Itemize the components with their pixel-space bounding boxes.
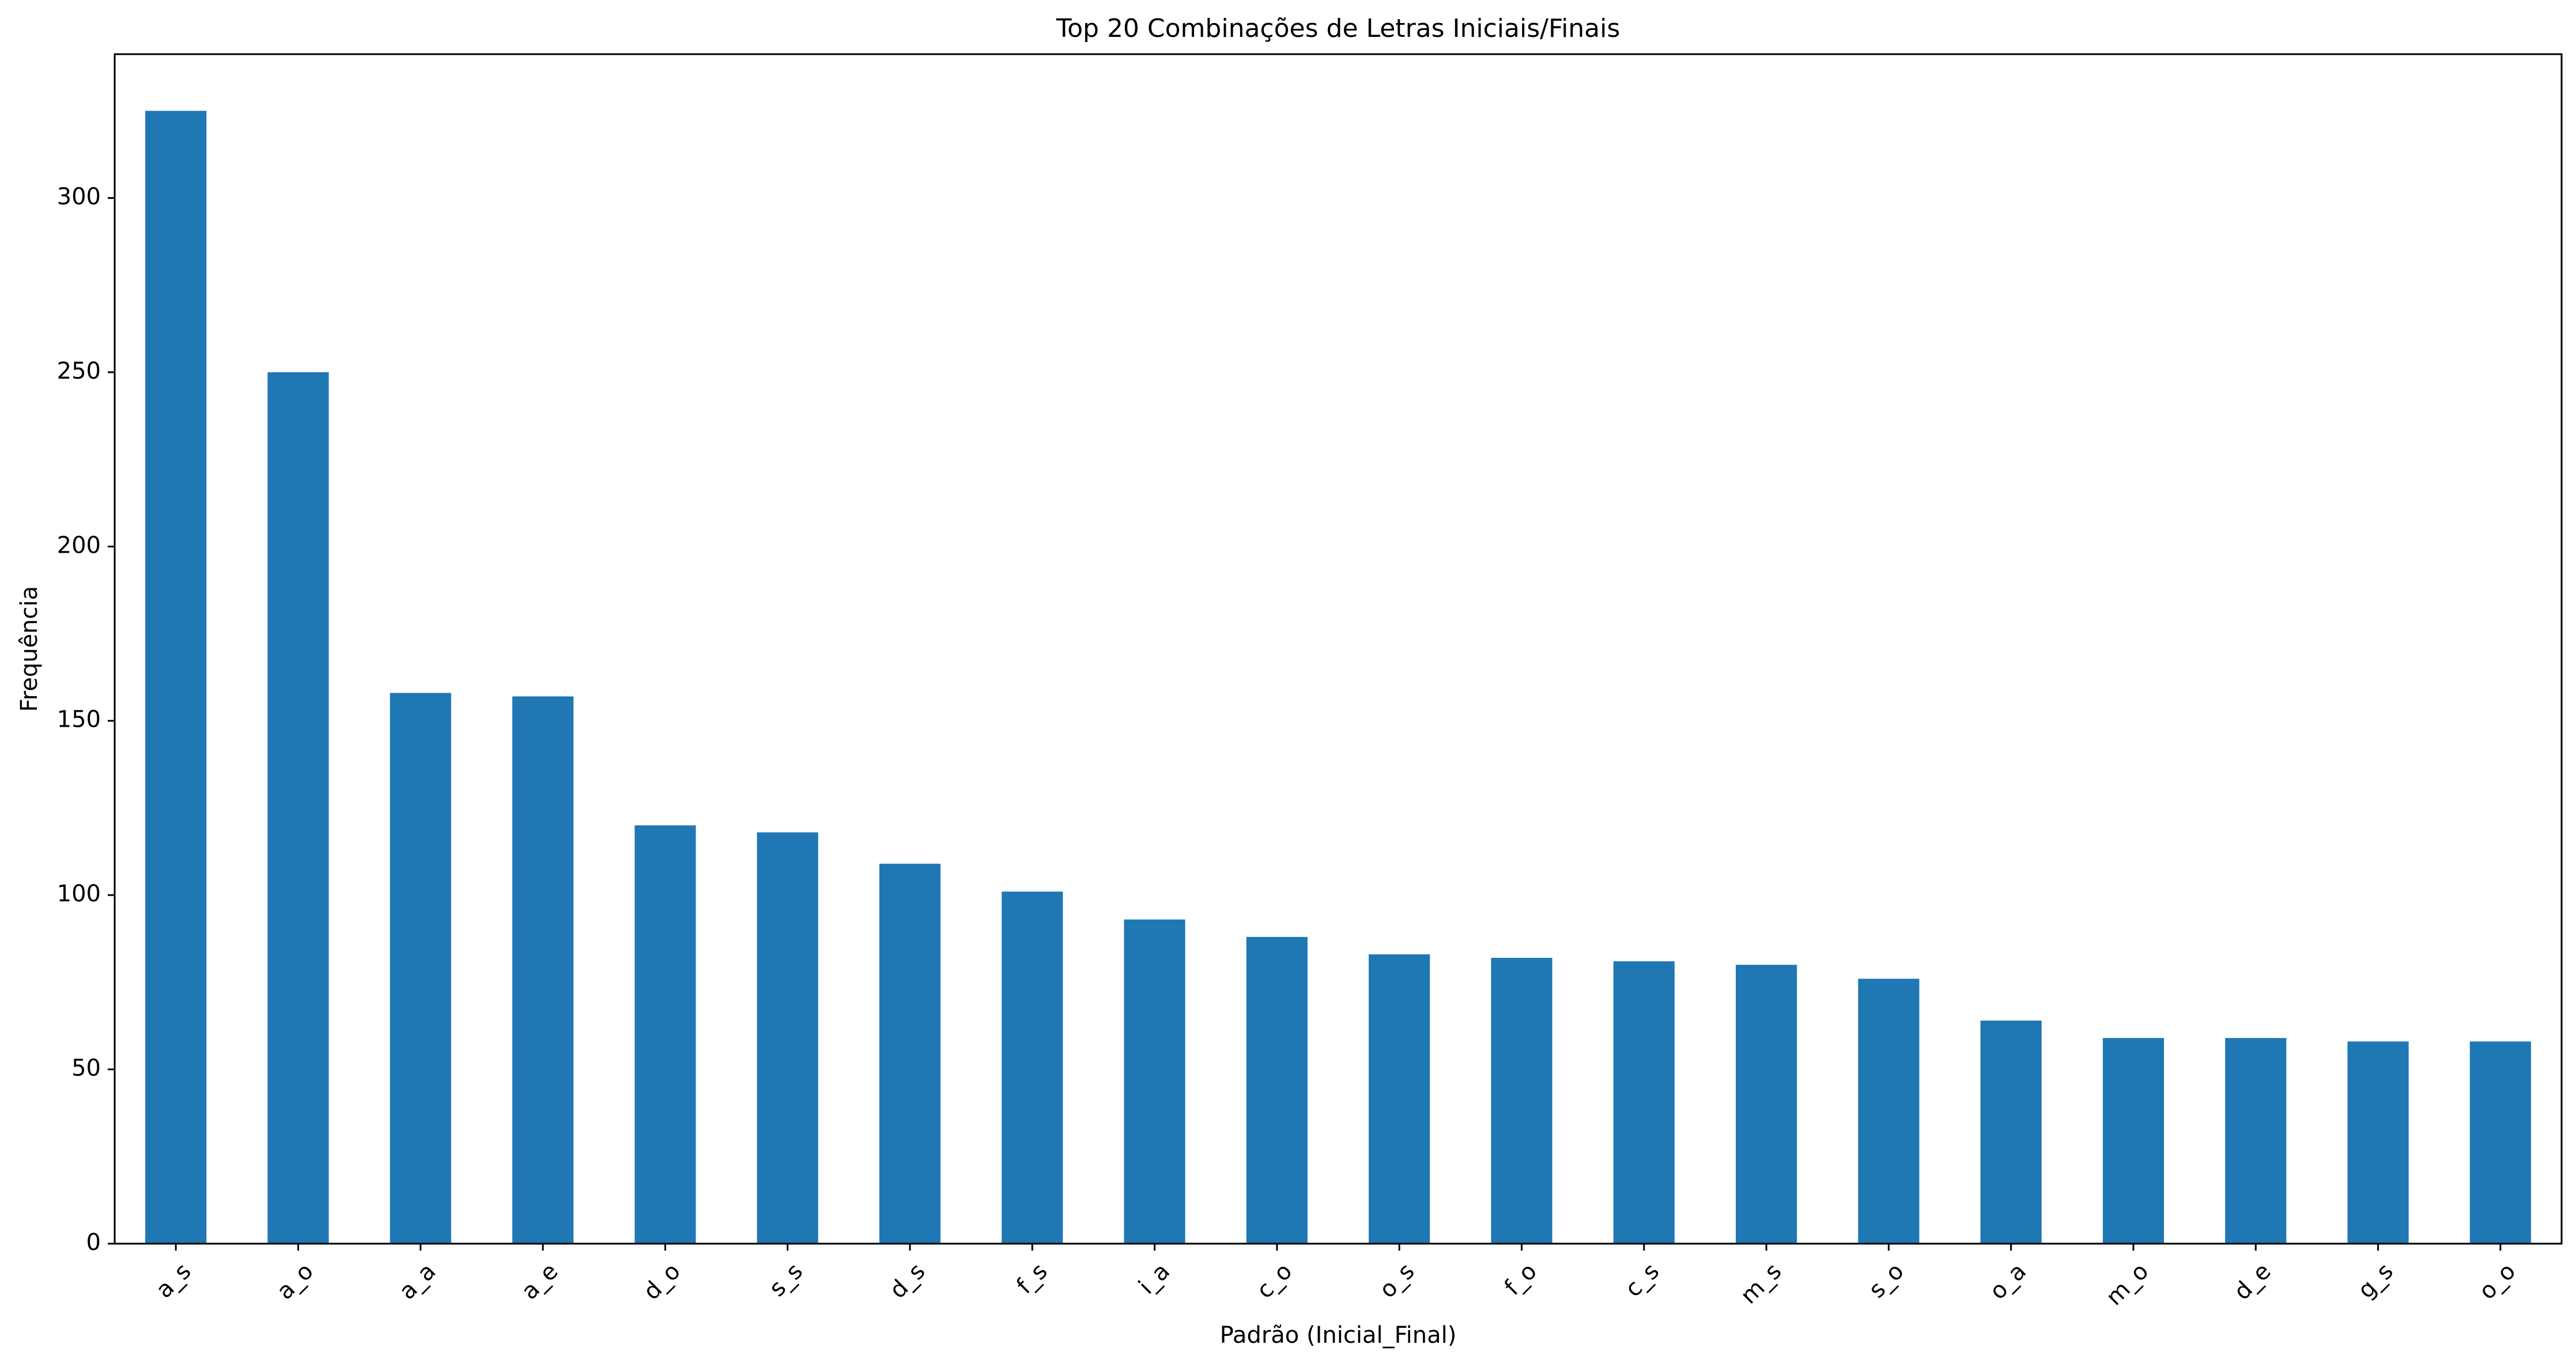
bar-d_o: [634, 825, 696, 1244]
y-tick-label: 50: [71, 1055, 101, 1082]
chart-title: Top 20 Combinações de Letras Iniciais/Fi…: [1056, 14, 1621, 43]
bar-c_s: [1613, 961, 1675, 1244]
bar-a_s: [145, 111, 207, 1244]
bar-o_s: [1369, 954, 1430, 1244]
y-axis: 0 50 100 150 200 250 300: [57, 183, 115, 1256]
bar-f_s: [1002, 892, 1063, 1244]
bar-s_s: [757, 832, 818, 1244]
y-tick-label: 150: [57, 707, 101, 733]
bar-a_a: [390, 693, 451, 1244]
bars-layer: [145, 111, 2531, 1244]
bar-a_e: [512, 696, 574, 1244]
y-tick-label: 250: [57, 358, 101, 384]
bar-i_a: [1124, 919, 1185, 1244]
y-axis-label: Frequência: [16, 586, 43, 712]
bar-d_s: [879, 863, 941, 1244]
y-tick-label: 100: [57, 881, 101, 907]
bar-m_s: [1735, 965, 1797, 1244]
bar-f_o: [1491, 958, 1553, 1244]
bar-o_o: [2469, 1041, 2531, 1244]
bar-s_o: [1858, 979, 1920, 1244]
plot-frame: [114, 53, 2563, 1245]
y-tick-label: 300: [57, 183, 101, 210]
bar-a_o: [267, 372, 329, 1244]
bar-o_a: [1980, 1020, 2042, 1244]
x-axis-label: Padrão (Inicial_Final): [1220, 1322, 1457, 1349]
bar-g_s: [2347, 1041, 2409, 1244]
bar-m_o: [2102, 1038, 2165, 1244]
bar-d_e: [2225, 1038, 2287, 1244]
y-tick-label: 200: [57, 532, 101, 558]
bar-c_o: [1246, 936, 1308, 1244]
y-tick-label: 0: [86, 1229, 101, 1256]
